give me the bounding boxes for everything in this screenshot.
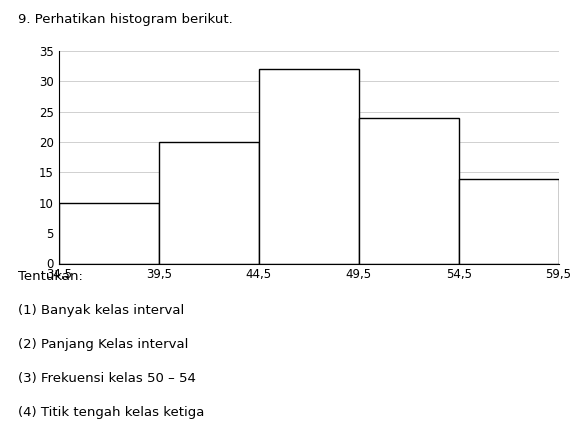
Bar bbox=[259, 69, 359, 264]
Bar bbox=[159, 142, 259, 264]
Text: 9. Perhatikan histogram berikut.: 9. Perhatikan histogram berikut. bbox=[18, 13, 232, 26]
Bar bbox=[459, 178, 559, 264]
Bar bbox=[359, 118, 459, 264]
Text: (2) Panjang Kelas interval: (2) Panjang Kelas interval bbox=[18, 337, 188, 351]
Bar bbox=[59, 203, 159, 264]
Text: (3) Frekuensi kelas 50 – 54: (3) Frekuensi kelas 50 – 54 bbox=[18, 371, 196, 385]
Text: Tentukan:: Tentukan: bbox=[18, 269, 82, 283]
Text: (1) Banyak kelas interval: (1) Banyak kelas interval bbox=[18, 303, 184, 317]
Text: (4) Titik tengah kelas ketiga: (4) Titik tengah kelas ketiga bbox=[18, 405, 204, 419]
